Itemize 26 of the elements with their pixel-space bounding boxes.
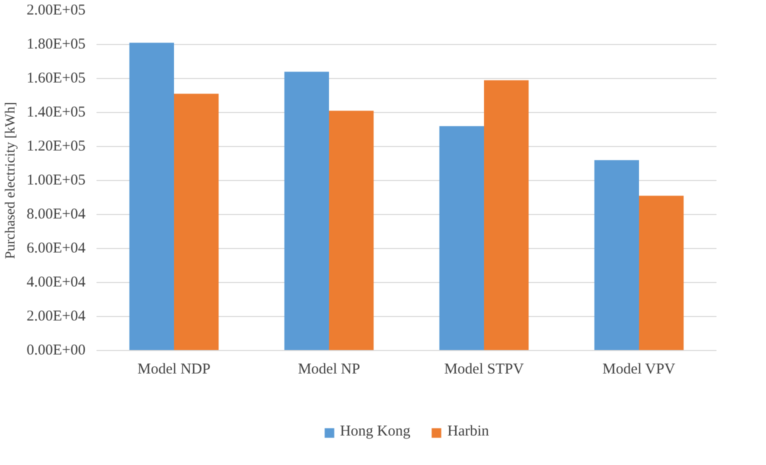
y-tick-label: 2.00E+05 <box>26 2 86 18</box>
y-axis-title: Purchased electricity [kWh] <box>4 102 19 260</box>
y-tick-label: 2.00E+04 <box>26 308 86 324</box>
y-tick-label: 0.00E+00 <box>26 342 86 358</box>
y-tick-label: 1.40E+05 <box>26 104 86 120</box>
y-tick-label: 1.00E+05 <box>26 172 86 188</box>
x-tick-label: Model NDP <box>138 362 210 378</box>
bar <box>329 110 374 350</box>
x-tick-label: Model STPV <box>444 362 524 378</box>
x-tick-label: Model NP <box>298 362 360 378</box>
y-tick-label: 6.00E+04 <box>26 240 86 256</box>
bar <box>594 160 639 350</box>
bar <box>284 72 329 350</box>
bar <box>174 94 219 350</box>
y-tick-label: 4.00E+04 <box>26 274 86 290</box>
legend-label: Hong Kong <box>340 424 410 440</box>
legend-label: Harbin <box>447 424 490 440</box>
bar <box>129 42 174 350</box>
y-tick-label: 1.20E+05 <box>26 138 86 154</box>
bar <box>439 126 484 350</box>
y-tick-label: 1.60E+05 <box>26 70 86 86</box>
x-tick-label: Model VPV <box>602 362 676 378</box>
y-tick-label: 8.00E+04 <box>26 206 86 222</box>
y-tick-label: 1.80E+05 <box>26 36 86 52</box>
bar <box>639 196 684 350</box>
bar <box>484 80 529 350</box>
